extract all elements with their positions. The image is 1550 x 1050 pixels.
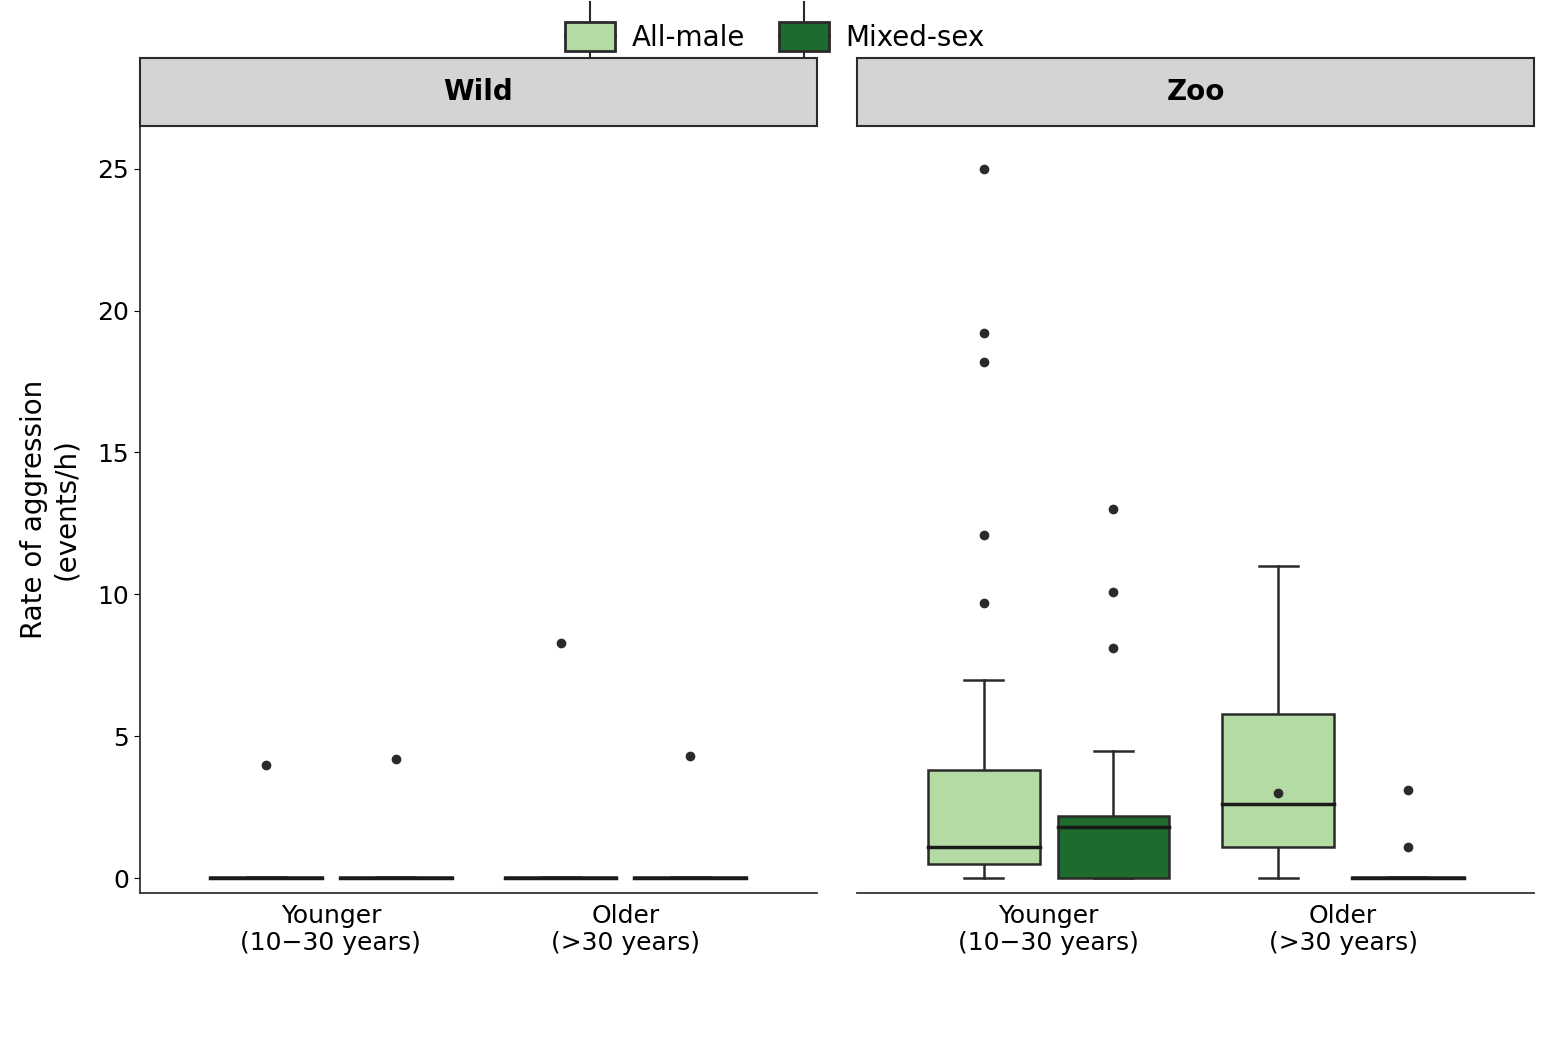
Y-axis label: Rate of aggression
(events/h): Rate of aggression (events/h): [20, 380, 81, 638]
Bar: [339, 877, 451, 878]
Bar: [211, 877, 322, 878]
Bar: [1223, 714, 1335, 847]
Text: Wild: Wild: [443, 78, 513, 106]
Legend: All-male, Mixed-sex: All-male, Mixed-sex: [556, 14, 994, 60]
Bar: [634, 877, 746, 878]
Bar: [928, 771, 1040, 864]
Text: Zoo: Zoo: [1167, 78, 1225, 106]
Bar: [1352, 877, 1463, 878]
Bar: [1057, 816, 1169, 878]
Bar: [505, 877, 617, 878]
